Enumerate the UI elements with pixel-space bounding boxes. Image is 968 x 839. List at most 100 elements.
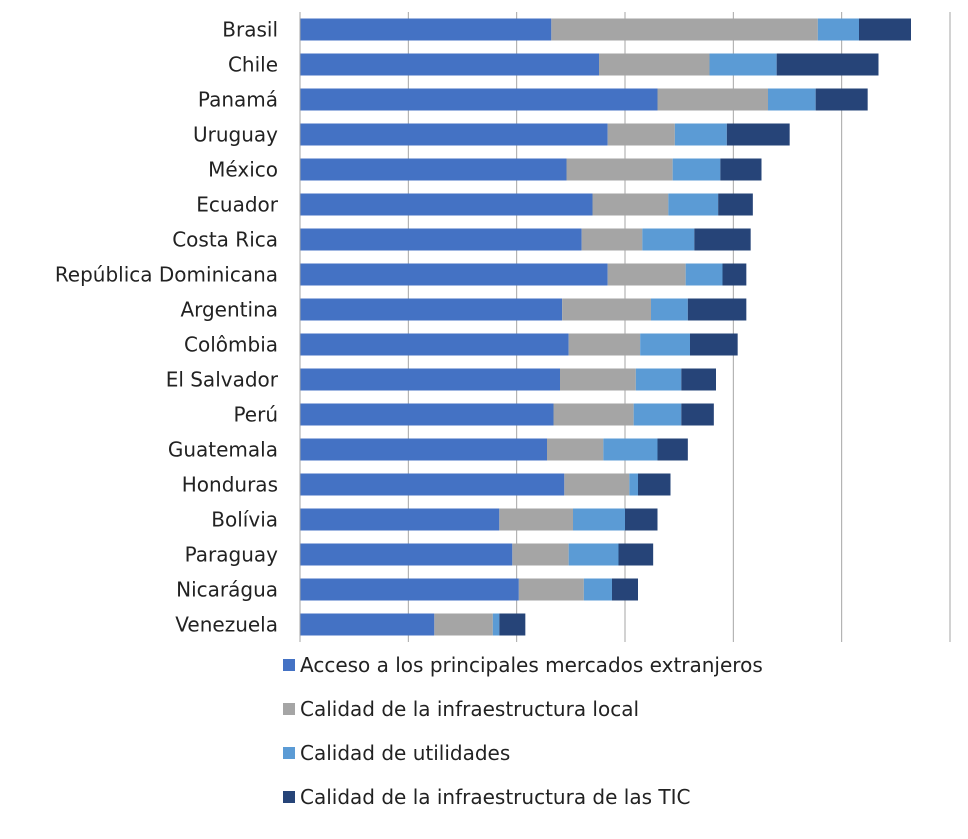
bar-segment (300, 578, 519, 601)
bar-segment (657, 438, 688, 461)
bar-segment (635, 368, 682, 391)
category-label: Colômbia (184, 333, 278, 357)
bar-segment (817, 18, 859, 41)
bar-segment (776, 53, 879, 76)
category-label: Chile (228, 53, 278, 77)
bar-row (300, 438, 688, 461)
bar-segment (640, 333, 690, 356)
category-label: Venezuela (175, 613, 278, 637)
bar-segment (603, 438, 658, 461)
category-label: Perú (233, 403, 278, 427)
category-label: Guatemala (168, 438, 278, 462)
category-label: Honduras (182, 473, 278, 497)
category-label: Argentina (180, 298, 278, 322)
bar-segment (300, 18, 552, 41)
legend-item: Calidad de la infraestructura de las TIC (283, 780, 763, 814)
category-label: Paraguay (185, 543, 279, 567)
bar-segment (690, 333, 738, 356)
bar-segment (815, 88, 868, 111)
bar-row (300, 473, 671, 496)
bar-segment (618, 543, 654, 566)
bar-segment (642, 228, 695, 251)
category-label: República Dominicana (55, 263, 278, 287)
bar-segment (300, 613, 435, 636)
bar-segment (607, 263, 686, 286)
bars (300, 18, 911, 636)
y-axis: Brasil Chile Panamá Uruguay México Ecuador Cos… (55, 12, 301, 642)
bar-segment (722, 263, 747, 286)
legend-item: Acceso a los principales mercados extran… (283, 648, 763, 682)
legend-label: Calidad de utilidades (300, 741, 511, 765)
bar-segment (499, 613, 526, 636)
legend: Acceso a los principales mercados extran… (283, 648, 763, 824)
bar-segment (300, 333, 569, 356)
bar-segment (300, 123, 608, 146)
bar-row (300, 368, 716, 391)
bar-segment (564, 473, 630, 496)
bar-row (300, 543, 654, 566)
bar-segment (518, 578, 584, 601)
stacked-bar-chart: Brasil Chile Panamá Uruguay México Ecuador Cos… (55, 12, 951, 642)
legend-swatch (283, 747, 295, 759)
category-label: Nicarágua (176, 578, 278, 602)
bar-segment (300, 508, 500, 531)
bar-segment (560, 368, 636, 391)
bar-segment (726, 123, 790, 146)
bar-segment (566, 158, 673, 181)
bar-row (300, 193, 753, 216)
bar-row (300, 578, 638, 601)
bar-segment (300, 473, 565, 496)
legend-label: Acceso a los principales mercados extran… (300, 653, 763, 677)
bar-segment (300, 438, 547, 461)
bar-segment (551, 18, 818, 41)
bar-segment (568, 333, 641, 356)
legend-swatch (283, 703, 295, 715)
bar-row (300, 403, 714, 426)
bar-segment (492, 613, 500, 636)
bar-segment (562, 298, 651, 321)
bar-row (300, 263, 747, 286)
bar-segment (687, 298, 747, 321)
bar-segment (612, 578, 638, 601)
bar-row (300, 508, 658, 531)
legend-item: Calidad de utilidades (283, 736, 763, 770)
bar-segment (547, 438, 604, 461)
bar-row (300, 53, 879, 76)
bar-segment (625, 508, 658, 531)
bar-segment (638, 473, 671, 496)
bar-segment (300, 263, 608, 286)
bar-segment (672, 158, 721, 181)
category-label: Panamá (198, 88, 278, 112)
legend-swatch (283, 791, 295, 803)
bar-segment (300, 53, 599, 76)
bar-segment (573, 508, 625, 531)
bar-segment (681, 368, 716, 391)
category-label: Ecuador (196, 193, 278, 217)
gridlines (407, 12, 951, 642)
bar-row (300, 298, 747, 321)
bar-segment (607, 123, 675, 146)
bar-segment (685, 263, 723, 286)
bar-segment (300, 403, 554, 426)
bar-segment (681, 403, 714, 426)
bar-segment (300, 88, 658, 111)
bar-segment (668, 193, 719, 216)
bar-segment (499, 508, 573, 531)
category-label: Brasil (222, 18, 278, 42)
bar-segment (709, 53, 777, 76)
bar-segment (694, 228, 751, 251)
bar-segment (629, 473, 638, 496)
legend-label: Calidad de la infraestructura de las TIC (300, 785, 691, 809)
legend-item: Calidad de la infraestructura local (283, 692, 763, 726)
bar-segment (859, 18, 911, 41)
bar-segment (583, 578, 612, 601)
bar-row (300, 18, 911, 41)
bar-segment (300, 158, 567, 181)
bar-segment (720, 158, 762, 181)
bar-segment (300, 228, 582, 251)
bar-segment (768, 88, 816, 111)
bar-segment (300, 298, 563, 321)
bar-row (300, 123, 790, 146)
bar-segment (651, 298, 688, 321)
bar-segment (592, 193, 669, 216)
